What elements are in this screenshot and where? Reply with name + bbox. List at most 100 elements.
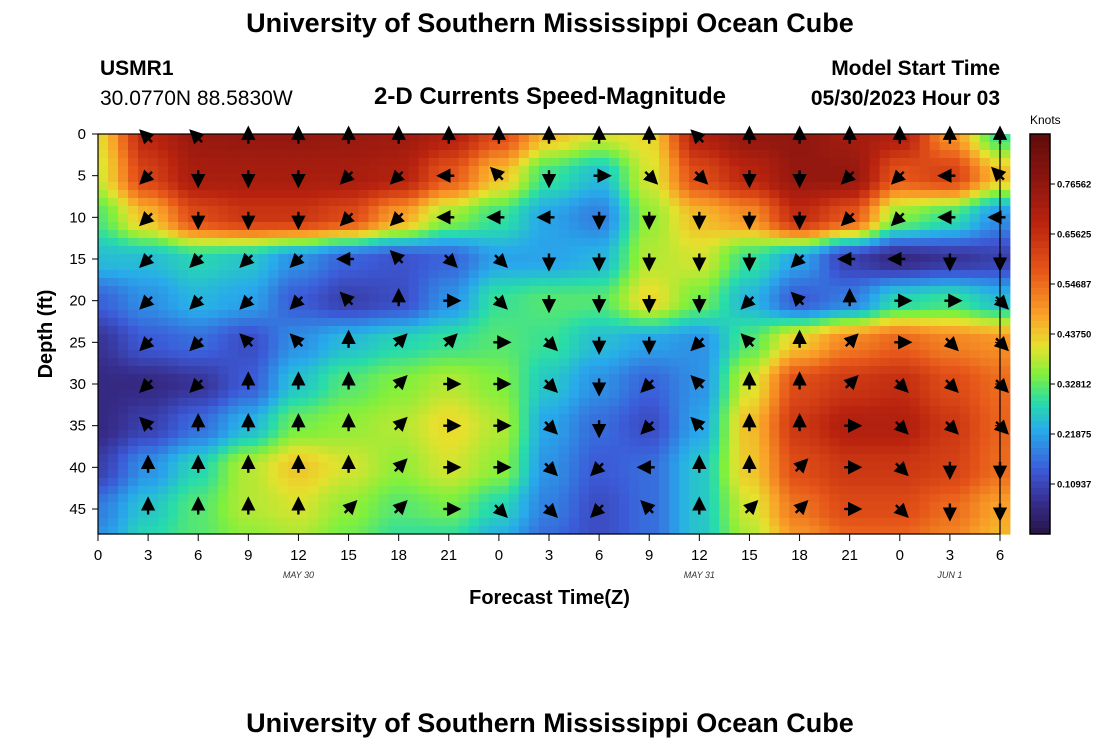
- heat-cell: [889, 150, 901, 159]
- heat-cell: [689, 350, 700, 359]
- heat-cell: [548, 222, 560, 231]
- heat-cell: [288, 238, 299, 247]
- current-vector-arrow: [843, 333, 859, 349]
- heat-cell: [338, 430, 350, 439]
- heat-cell: [178, 214, 189, 223]
- heat-cell: [779, 358, 790, 367]
- heat-cell: [869, 350, 881, 359]
- heat-cell: [228, 230, 239, 239]
- heat-cell: [669, 206, 680, 215]
- heat-cell: [228, 246, 239, 255]
- heat-cell: [749, 310, 760, 319]
- heat-cell: [198, 270, 209, 279]
- current-vector-arrow: [743, 499, 759, 516]
- heat-cell: [168, 366, 179, 375]
- heat-cell: [238, 510, 249, 519]
- heat-cell: [879, 430, 891, 439]
- heat-cell: [869, 510, 881, 519]
- heat-cell: [578, 470, 590, 479]
- heat-cell: [989, 526, 1001, 535]
- heat-cell: [328, 262, 340, 271]
- heat-cell: [478, 278, 490, 287]
- heat-cell: [819, 454, 831, 463]
- heat-cell: [458, 374, 470, 383]
- heat-cell: [218, 366, 229, 375]
- heat-cell: [619, 342, 630, 351]
- heat-cell: [979, 358, 991, 367]
- heat-cell: [308, 182, 320, 191]
- heat-cell: [278, 310, 289, 319]
- heat-cell: [709, 398, 720, 407]
- heat-cell: [218, 478, 229, 487]
- heat-cell: [809, 358, 821, 367]
- heat-cell: [118, 366, 129, 375]
- heat-cell: [138, 446, 149, 455]
- heat-cell: [879, 286, 891, 295]
- heat-cell: [799, 270, 811, 279]
- current-vector-arrow: [793, 499, 809, 516]
- heat-cell: [749, 374, 760, 383]
- heat-cell: [358, 438, 370, 447]
- heat-cell: [989, 238, 1001, 247]
- heat-cell: [288, 366, 299, 375]
- heat-cell: [378, 246, 390, 255]
- heat-cell: [849, 406, 861, 415]
- heat-cell: [609, 406, 620, 415]
- heat-cell: [929, 206, 941, 215]
- heat-cell: [358, 422, 370, 431]
- heat-cell: [989, 430, 1001, 439]
- heat-cell: [408, 302, 420, 311]
- heat-cell: [689, 222, 700, 231]
- heat-cell: [468, 494, 480, 503]
- heat-cell: [368, 358, 380, 367]
- heat-cell: [468, 502, 480, 511]
- colorbar-tick-label: 0.10937: [1057, 480, 1091, 491]
- heat-cell: [518, 414, 530, 423]
- heat-cell: [538, 222, 550, 231]
- heat-cell: [278, 486, 289, 495]
- heat-cell: [268, 526, 279, 535]
- heat-cell: [909, 214, 921, 223]
- heat-cell: [508, 430, 520, 439]
- heat-cell: [789, 382, 800, 391]
- heat-cell: [859, 342, 871, 351]
- heat-cell: [358, 406, 370, 415]
- heat-cell: [729, 198, 740, 207]
- heat-cell: [869, 286, 881, 295]
- heat-cell: [458, 158, 470, 167]
- heat-cell: [468, 246, 480, 255]
- heat-cell: [859, 222, 871, 231]
- heat-cell: [568, 150, 580, 159]
- heat-cell: [428, 310, 440, 319]
- heat-cell: [729, 430, 740, 439]
- heat-cell: [568, 158, 580, 167]
- heat-cell: [358, 262, 370, 271]
- heat-cell: [318, 326, 330, 335]
- heat-cell: [969, 238, 981, 247]
- heat-cell: [699, 326, 710, 335]
- heat-cell: [508, 166, 520, 175]
- heat-cell: [138, 414, 149, 423]
- heat-cell: [719, 230, 730, 239]
- heat-cell: [418, 302, 430, 311]
- heat-cell: [158, 278, 169, 287]
- heat-cell: [839, 150, 851, 159]
- heat-cell: [428, 462, 440, 471]
- heat-cell: [969, 454, 981, 463]
- heat-cell: [568, 366, 580, 375]
- heat-cell: [769, 270, 780, 279]
- heat-cell: [458, 422, 470, 431]
- heat-cell: [578, 182, 590, 191]
- heat-cell: [699, 142, 710, 151]
- heat-cell: [398, 518, 410, 527]
- heat-cell: [278, 462, 289, 471]
- heat-cell: [629, 318, 640, 327]
- heat-cell: [719, 462, 730, 471]
- heat-cell: [318, 502, 330, 511]
- heat-cell: [939, 270, 951, 279]
- heat-cell: [248, 358, 259, 367]
- heat-cell: [719, 214, 730, 223]
- heat-cell: [308, 174, 320, 183]
- heat-cell: [609, 262, 620, 271]
- heat-cell: [649, 214, 660, 223]
